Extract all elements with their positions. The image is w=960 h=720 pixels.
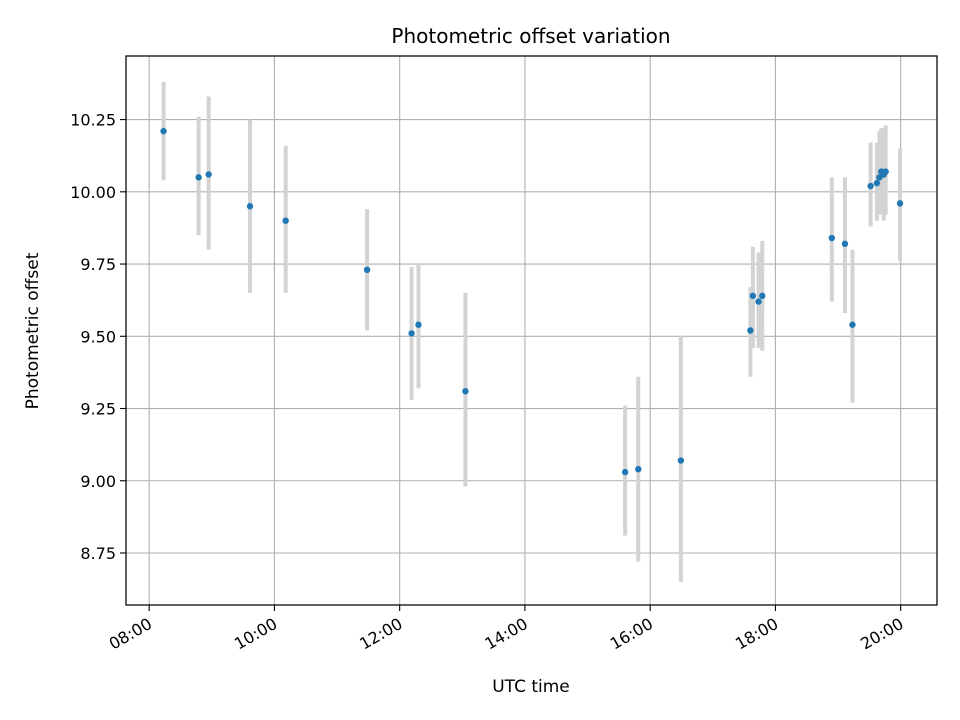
data-point xyxy=(882,168,889,175)
x-axis-title: UTC time xyxy=(492,677,570,697)
y-tick-label: 9.25 xyxy=(80,400,116,419)
data-point xyxy=(282,217,289,224)
data-point xyxy=(205,171,212,178)
plot-area-frame xyxy=(125,55,938,606)
data-point xyxy=(160,127,167,135)
y-tick-label: 9.75 xyxy=(80,255,116,274)
data-points xyxy=(160,127,904,476)
data-point xyxy=(408,330,415,337)
data-point xyxy=(749,292,757,300)
y-tick-label: 10.25 xyxy=(70,111,116,130)
data-point xyxy=(195,174,202,181)
data-point xyxy=(677,457,685,464)
data-point xyxy=(462,387,469,395)
data-point xyxy=(747,327,754,334)
data-point xyxy=(246,203,254,210)
y-tick-label: 10.00 xyxy=(70,183,116,202)
grid-lines xyxy=(126,56,937,605)
x-tick-label: 20:00 xyxy=(857,614,906,654)
y-tick-label: 8.75 xyxy=(80,544,116,563)
data-point xyxy=(828,234,835,242)
x-tick-label: 10:00 xyxy=(231,614,280,654)
data-point xyxy=(415,321,422,328)
x-tick-label: 08:00 xyxy=(106,614,155,654)
y-tick-label: 9.50 xyxy=(80,327,116,346)
data-point xyxy=(635,465,642,473)
data-point xyxy=(841,240,849,248)
data-point xyxy=(867,182,874,190)
data-point xyxy=(755,298,762,305)
y-tick-label: 9.00 xyxy=(80,472,116,491)
data-point xyxy=(759,292,766,300)
data-point xyxy=(849,321,856,328)
data-point xyxy=(896,200,904,207)
x-tick-label: 18:00 xyxy=(732,614,781,654)
y-axis-title: Photometric offset xyxy=(23,252,43,409)
data-point xyxy=(363,266,371,274)
x-tick-label: 16:00 xyxy=(607,614,656,654)
x-tick-label: 14:00 xyxy=(481,614,530,654)
x-tick-label: 12:00 xyxy=(356,614,405,654)
chart-title: Photometric offset variation xyxy=(391,24,670,48)
data-point xyxy=(621,468,629,476)
data-point xyxy=(873,179,881,187)
